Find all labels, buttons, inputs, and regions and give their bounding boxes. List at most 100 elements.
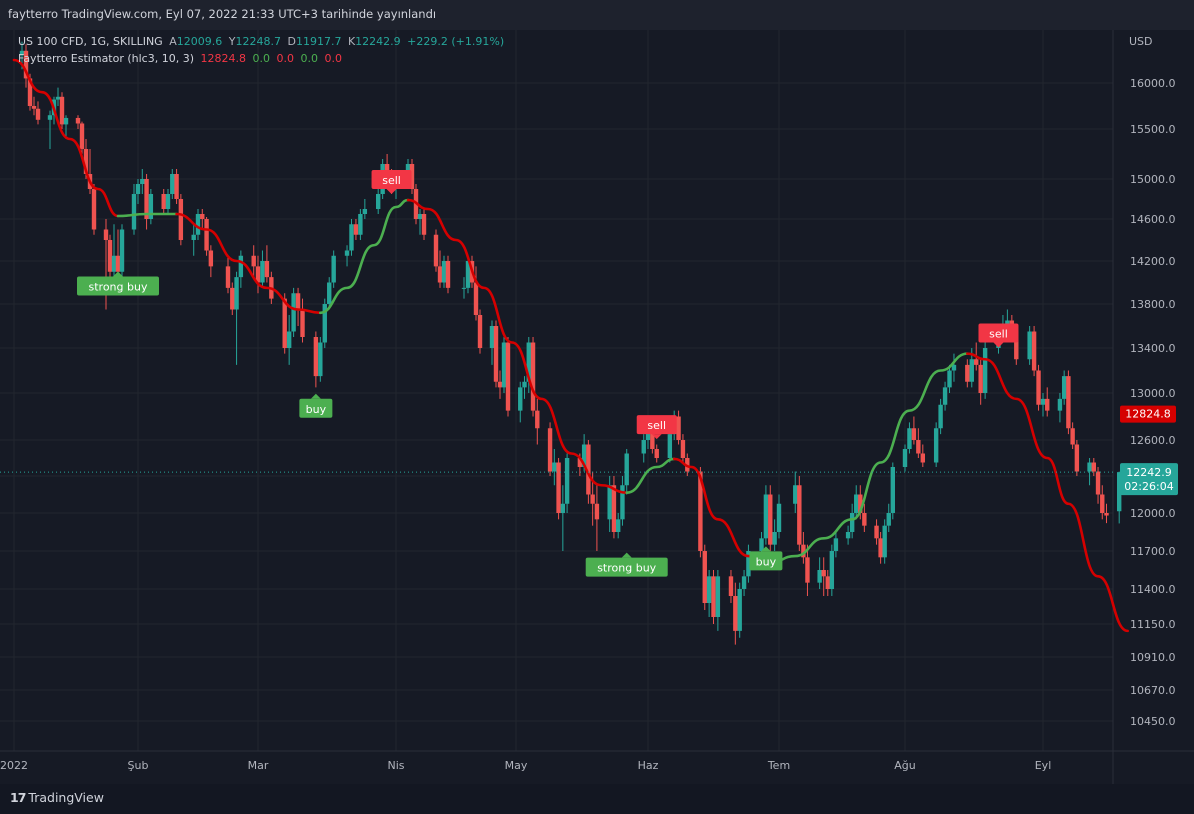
candle-body [878,538,883,558]
indicator-value-1: 12824.8 [200,52,247,65]
candle-body [1095,471,1101,495]
candle-body [947,370,952,388]
candle-body [75,117,81,124]
candle-body [933,428,939,463]
time-tick-label: Haz [638,759,659,772]
candle-body [421,214,427,235]
candle-body [362,209,368,214]
estimator-line [12,58,1129,633]
high-value: 12248.7 [235,35,281,48]
candle-body [611,485,617,532]
candle-body [530,342,536,411]
candle-body [654,449,659,458]
candle-body [384,164,390,174]
signals: strong buy sell buy sell strong buy buy sell [77,170,1019,577]
candle-body [200,214,205,219]
candle-body [594,503,600,520]
candle-body [974,359,979,365]
candle-body [140,179,145,184]
candle-body [174,174,179,199]
price-chart[interactable]: strong buy sell buy sell strong buy buy sell 1… [0,30,1194,784]
candle-body [741,576,747,589]
candle-body [737,589,742,631]
candle-body [107,240,113,272]
candle-body [331,255,336,283]
candle-body [322,304,327,343]
candle-body [607,485,612,520]
indicator-legend[interactable]: Faytterro Estimator (hlc3, 10, 3) 12824.… [18,52,345,65]
time-tick-label: Ağu [894,759,915,772]
estimator-down-segment [175,212,322,315]
candle-body [327,282,332,304]
candle-body [825,576,830,589]
candle-body [375,194,381,209]
symbol-legend[interactable]: US 100 CFD, 1G, SKILLING A12009.6 Y12248… [18,35,507,48]
candle-body [461,287,467,289]
candle-body [208,250,214,267]
candle-body [313,337,319,377]
candle-body [801,544,806,558]
candle-body [667,434,673,458]
estimator-up-segment [319,198,410,315]
candle-body [83,149,89,174]
signal-label [77,276,159,296]
tradingview-logo[interactable]: 17 TradingView [10,790,104,805]
signal-text: sell [382,174,401,187]
candle-body [59,96,65,125]
change-value: +229.2 (+1.91%) [407,35,505,48]
candle-body [920,453,926,463]
candle-body [833,538,839,551]
candle-body [854,494,859,513]
candle-body [349,224,354,251]
candle-body [148,194,154,219]
chart-area[interactable]: strong buy sell buy sell strong buy buy sell 1… [0,30,1194,784]
countdown-label: 02:26:04 [1124,480,1173,493]
candle-body [477,315,483,348]
candle-body [858,494,863,513]
candle-body [63,117,69,125]
candle-body [165,194,171,209]
candle-body [911,428,917,440]
price-tick-label: 13000.0 [1130,387,1176,400]
candle-body [907,428,912,449]
candle-body [768,494,773,545]
price-tick-label: 14600.0 [1130,213,1176,226]
candle-body [204,219,209,251]
time-tick-label: Tem [767,759,790,772]
price-tick-label: 11400.0 [1130,583,1176,596]
candle-body [698,471,703,551]
candle-body [982,348,988,393]
candle-body [131,194,137,230]
open-label: A [169,35,177,48]
price-tick-label: 13800.0 [1130,298,1176,311]
candle-body [845,532,851,539]
candle-body [103,229,109,240]
candle-body [170,174,175,194]
time-tick-label: Nis [387,759,404,772]
candle-body [409,164,415,189]
price-tick-label: 15500.0 [1130,123,1176,136]
time-tick-label: Eyl [1035,759,1052,772]
price-tick-label: 11700.0 [1130,545,1176,558]
candle-body [31,106,37,109]
time-scale[interactable]: 2022 Şub Mar Nis May Haz Tem Ağu Eyl [0,759,1051,772]
signal-label [636,415,677,435]
candle-body [191,234,196,240]
signal-label [299,398,333,418]
estimator-down-segment [12,58,120,218]
price-tick-label: 15000.0 [1130,173,1176,186]
signal-arrow [113,271,123,277]
candle-body [255,266,261,283]
candle-body [437,266,443,283]
price-scale[interactable]: 16000.0 15500.0 15000.0 14600.0 14200.0 13800… [0,77,1178,728]
candle-body [19,50,25,56]
candle-body [890,467,896,513]
candle-body [680,440,686,458]
candle-body [676,416,681,440]
candle-body [916,440,921,454]
signal-label [371,170,412,189]
candle-body [353,224,359,235]
estimator-price-label: 12824.8 [1125,408,1171,421]
price-tick-label: 10670.0 [1130,684,1176,697]
indicator-value-4: 0.0 [300,52,319,65]
